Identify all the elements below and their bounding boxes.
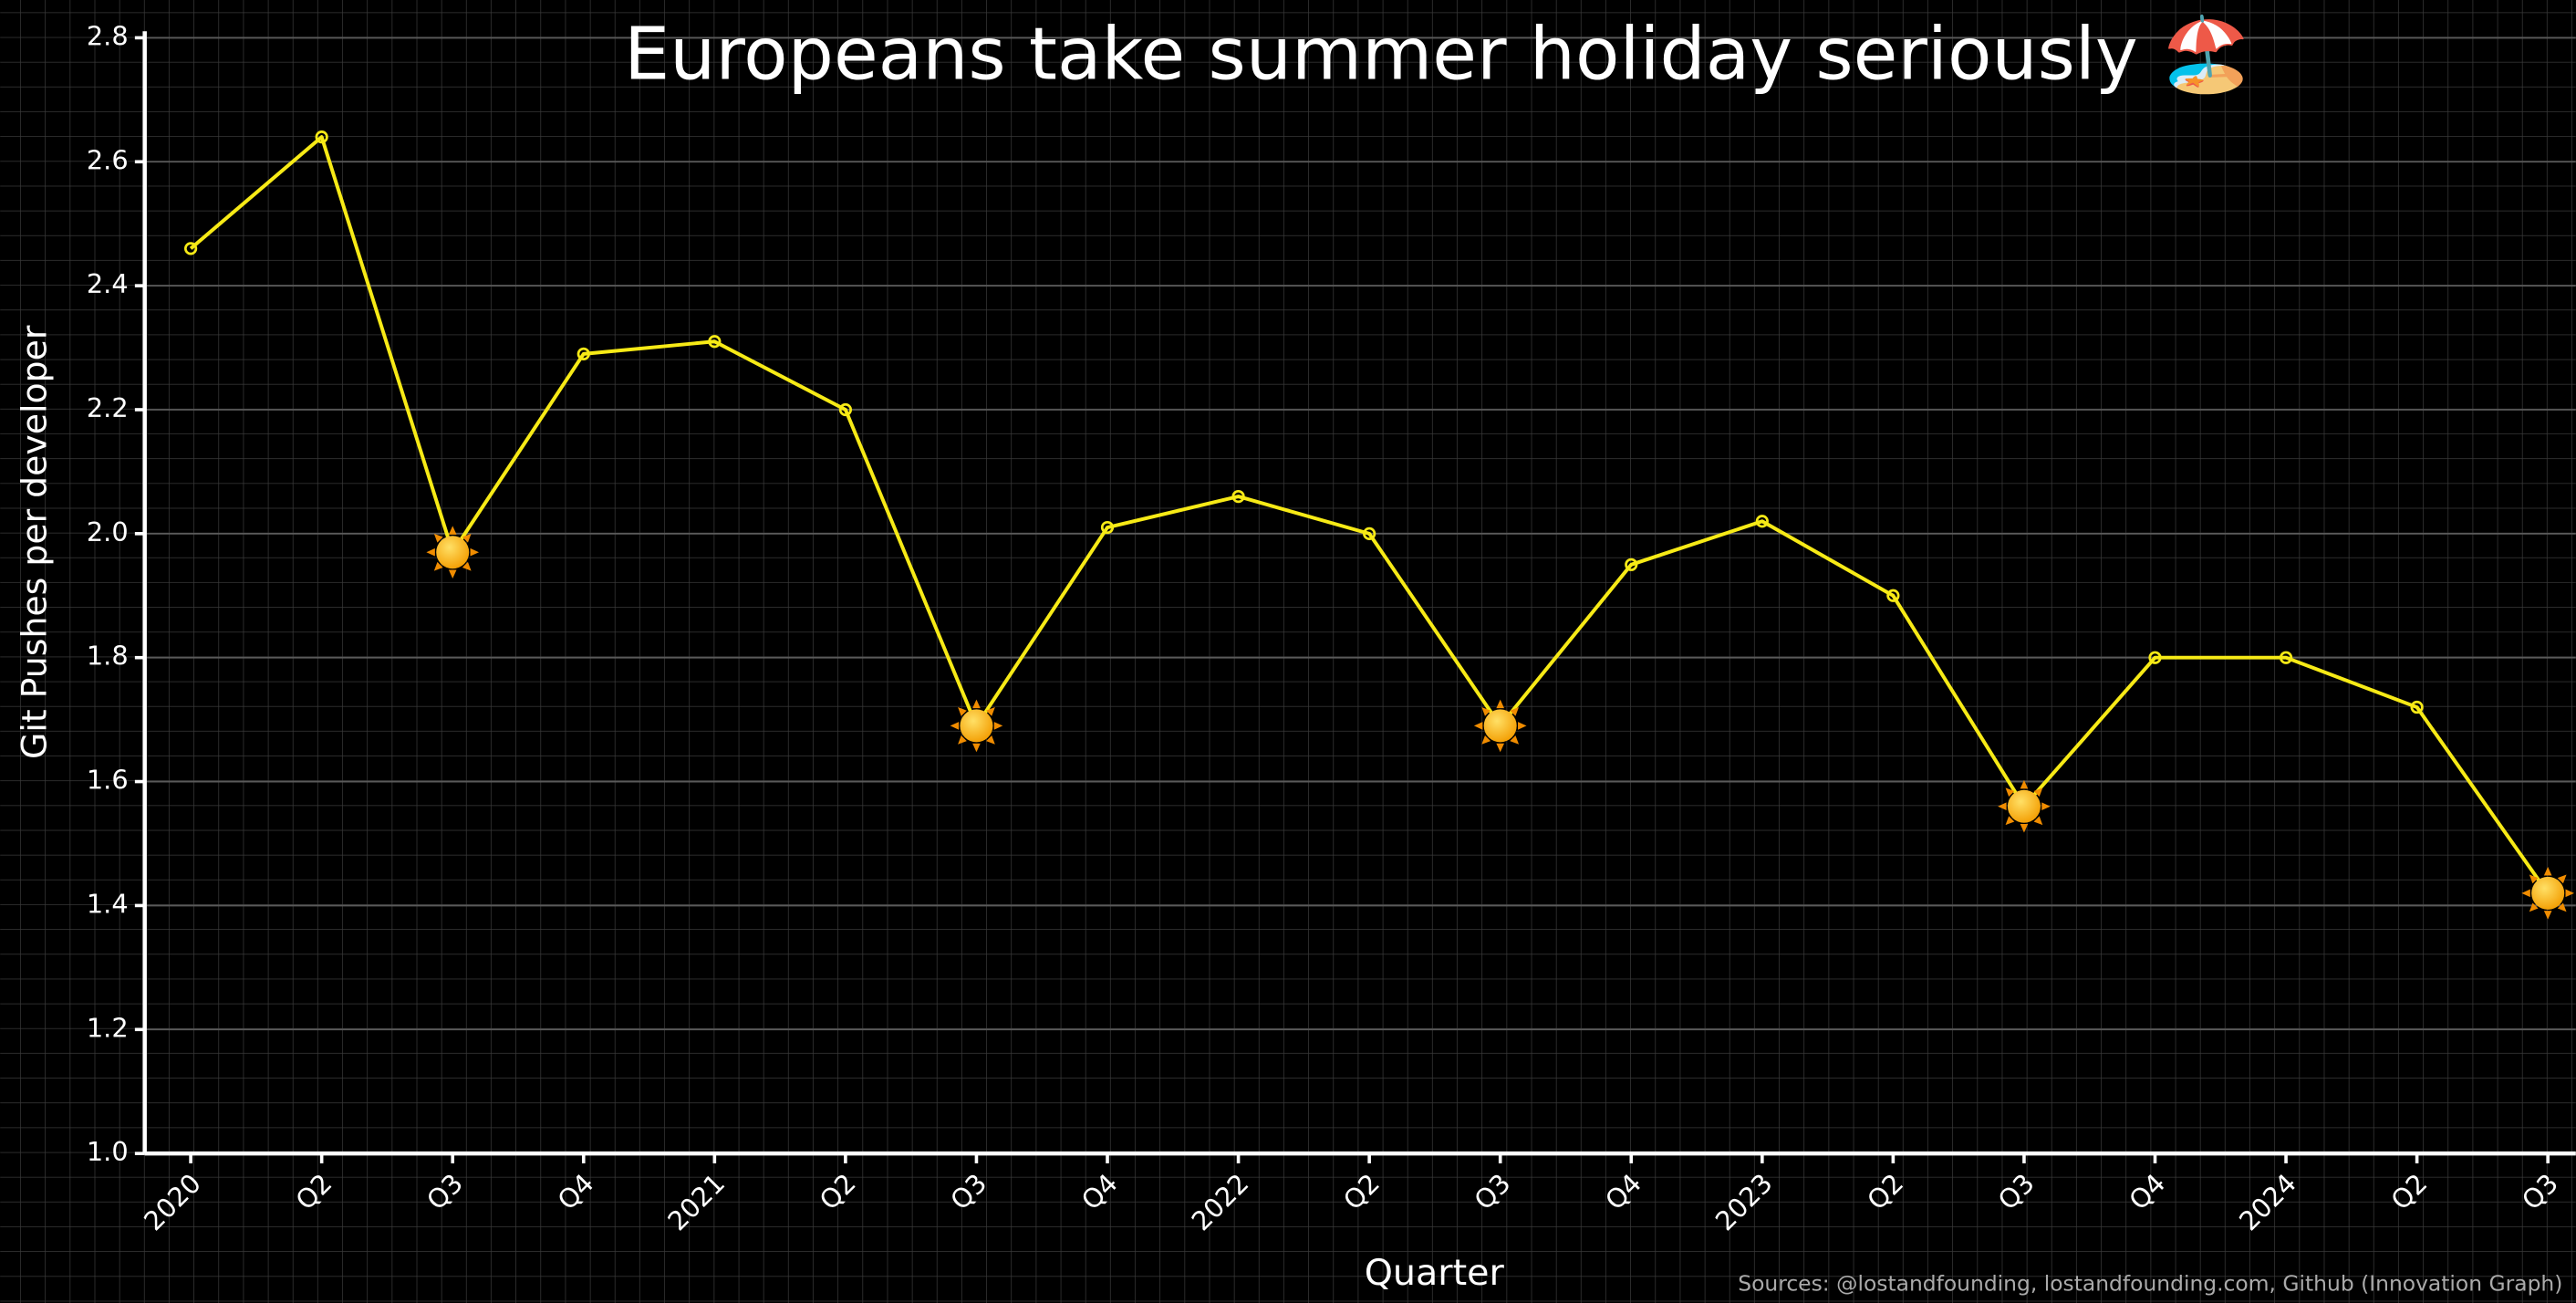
sun-ray bbox=[2521, 889, 2530, 898]
y-tick-label: 1.4 bbox=[87, 888, 129, 919]
point bbox=[1625, 558, 1638, 571]
point bbox=[708, 335, 722, 349]
sun-ray bbox=[2557, 874, 2567, 884]
sun-ray bbox=[462, 533, 472, 543]
y-tick-label: 1.2 bbox=[87, 1012, 129, 1043]
sun-ray bbox=[2005, 816, 2015, 826]
sun-marker bbox=[426, 526, 480, 579]
point bbox=[576, 347, 590, 360]
sun-disc bbox=[2531, 876, 2565, 910]
y-axis-label: Git Pushes per developer bbox=[14, 325, 54, 759]
sun-marker bbox=[2521, 867, 2574, 920]
sun-ray bbox=[2033, 816, 2043, 826]
sun-ray bbox=[1473, 722, 1483, 730]
sun-ray bbox=[2543, 867, 2552, 876]
sun-ray bbox=[986, 735, 995, 745]
sun-marker bbox=[950, 699, 1003, 753]
y-tick-label: 2.2 bbox=[87, 392, 129, 423]
y-tick-label: 2.8 bbox=[87, 20, 129, 51]
sun-ray bbox=[972, 699, 981, 709]
sun-ray bbox=[1998, 802, 2007, 811]
point bbox=[1363, 526, 1376, 540]
point bbox=[2148, 651, 2162, 664]
sun-ray bbox=[2020, 824, 2029, 833]
sun-ray bbox=[2033, 787, 2043, 797]
sun-ray bbox=[1496, 743, 1505, 753]
sun-ray bbox=[958, 735, 967, 745]
sun-disc bbox=[960, 709, 993, 743]
sun-disc bbox=[2007, 789, 2041, 823]
sun-ray bbox=[993, 722, 1003, 730]
point bbox=[1100, 520, 1115, 535]
sun-ray bbox=[2020, 779, 2029, 789]
sun-ray bbox=[426, 547, 435, 557]
y-tick-label: 1.8 bbox=[87, 641, 129, 672]
sun-ray bbox=[1510, 735, 1520, 745]
y-tick-label: 1.0 bbox=[87, 1136, 129, 1167]
sun-ray bbox=[972, 743, 981, 753]
sun-disc bbox=[436, 536, 470, 569]
source-note: Sources: @lostandfounding, lostandfoundi… bbox=[1738, 1271, 2562, 1297]
sun-ray bbox=[2005, 787, 2015, 797]
y-tick-label: 1.6 bbox=[87, 765, 129, 796]
sun-ray bbox=[433, 561, 443, 571]
sun-ray bbox=[2529, 874, 2539, 884]
sun-ray bbox=[2543, 911, 2552, 920]
y-tick-label: 2.0 bbox=[87, 516, 129, 547]
sun-ray bbox=[986, 707, 995, 716]
point bbox=[1886, 589, 1900, 602]
sun-marker bbox=[1998, 779, 2051, 833]
point bbox=[183, 242, 198, 255]
chart-title: Europeans take summer holiday seriously … bbox=[624, 11, 2251, 96]
sun-disc bbox=[1483, 709, 1517, 743]
x-axis-label: Quarter bbox=[1365, 1252, 1505, 1294]
sun-ray bbox=[470, 547, 480, 557]
sun-ray bbox=[2557, 902, 2567, 912]
sun-marker bbox=[1473, 699, 1527, 753]
sun-ray bbox=[1481, 735, 1491, 745]
sun-ray bbox=[950, 722, 960, 730]
sun-ray bbox=[1518, 722, 1527, 730]
sun-ray bbox=[958, 707, 967, 716]
y-tick-label: 2.4 bbox=[87, 268, 129, 299]
data-line bbox=[189, 135, 2550, 894]
sun-ray bbox=[2529, 902, 2539, 912]
sun-ray bbox=[2041, 802, 2051, 811]
sun-ray bbox=[1481, 707, 1491, 716]
sun-ray bbox=[448, 526, 457, 535]
sun-ray bbox=[433, 533, 443, 543]
sun-ray bbox=[1496, 699, 1505, 709]
sun-ray bbox=[2565, 889, 2574, 898]
y-tick-label: 2.6 bbox=[87, 144, 129, 175]
point bbox=[1755, 515, 1769, 528]
sun-ray bbox=[1510, 707, 1520, 716]
point bbox=[315, 130, 328, 144]
point bbox=[2279, 651, 2293, 664]
point bbox=[838, 402, 853, 417]
sun-ray bbox=[462, 561, 472, 571]
point bbox=[2410, 700, 2424, 714]
sun-ray bbox=[448, 569, 457, 579]
point bbox=[1231, 489, 1245, 504]
